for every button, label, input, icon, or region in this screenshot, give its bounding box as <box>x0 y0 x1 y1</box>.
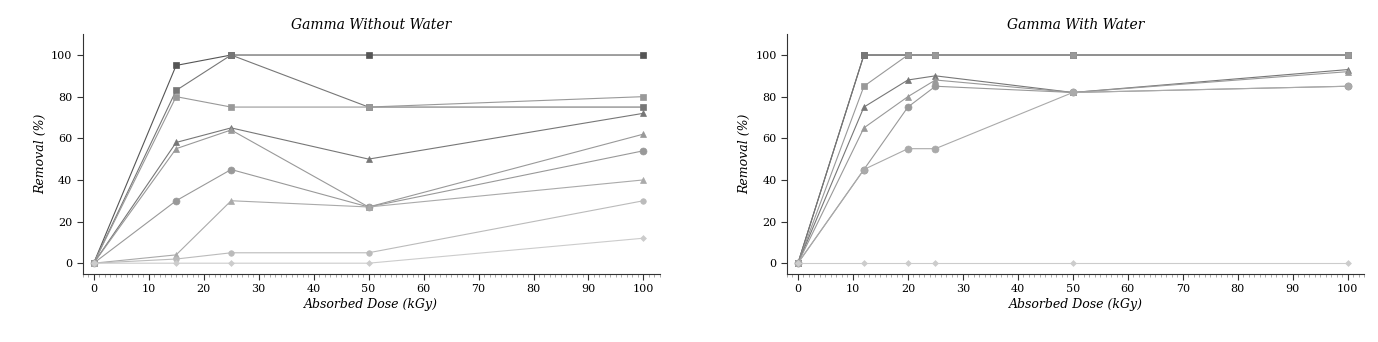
Y-axis label: Removal (%): Removal (%) <box>33 114 47 194</box>
Title: Gamma With Water: Gamma With Water <box>1007 18 1144 32</box>
X-axis label: Absorbed Dose (kGy): Absorbed Dose (kGy) <box>1009 298 1142 311</box>
X-axis label: Absorbed Dose (kGy): Absorbed Dose (kGy) <box>305 298 438 311</box>
Title: Gamma Without Water: Gamma Without Water <box>291 18 452 32</box>
Y-axis label: Removal (%): Removal (%) <box>739 114 751 194</box>
